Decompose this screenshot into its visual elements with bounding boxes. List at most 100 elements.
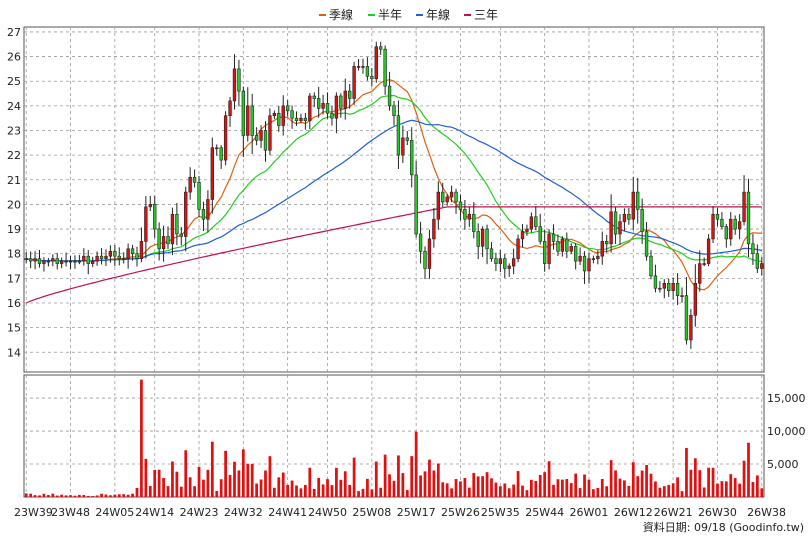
candle-body <box>241 90 246 136</box>
candle-body <box>161 236 166 250</box>
volume-bar <box>69 495 72 497</box>
volume-bar <box>529 479 533 497</box>
volume-bar <box>405 490 409 497</box>
candle-body <box>503 258 507 269</box>
candle-body <box>511 258 516 267</box>
time-tick-label: 26W12 <box>614 506 653 519</box>
grid <box>24 27 764 497</box>
legend-label-year: 年線 <box>426 7 450 22</box>
volume-bar <box>649 473 653 497</box>
candle-body <box>254 135 259 141</box>
candle-body <box>383 48 387 87</box>
candle-body <box>308 95 312 121</box>
candle-body <box>542 241 547 264</box>
volume-bar <box>361 488 365 497</box>
candle-body <box>77 260 82 263</box>
candle-body <box>59 260 64 264</box>
price-tick-label: 25 <box>7 75 21 88</box>
candle-body <box>135 253 139 259</box>
candle-body <box>698 263 702 284</box>
candle-body <box>684 295 689 341</box>
candle-body <box>166 236 170 245</box>
candle-body <box>130 248 135 255</box>
candle-body <box>321 103 325 109</box>
candle-body <box>706 238 711 264</box>
candle-body <box>370 75 374 80</box>
volume-bar <box>148 485 152 497</box>
candle-body <box>445 196 449 203</box>
candle-body <box>250 105 254 136</box>
candle-body <box>724 226 729 240</box>
candle-body <box>108 250 113 257</box>
candle-body <box>188 177 192 193</box>
volume-bar <box>241 449 245 497</box>
candle-body <box>569 246 573 252</box>
volume-bar <box>352 457 356 497</box>
candle-body <box>237 68 241 92</box>
volume-bar <box>224 450 227 497</box>
volume-bar <box>246 463 250 497</box>
volume-bar <box>547 461 551 497</box>
volume-bar <box>561 479 564 497</box>
volume-bar <box>272 487 276 497</box>
volume-bar <box>215 490 219 497</box>
volume-bar <box>357 491 360 497</box>
candle-body <box>467 213 472 220</box>
candle-body <box>551 233 556 242</box>
volume-bar <box>166 486 170 497</box>
volume-bar <box>596 487 600 497</box>
volume-bar <box>193 486 196 497</box>
volume-bar <box>685 447 688 497</box>
candle-body <box>210 147 214 200</box>
candle-body <box>330 112 334 119</box>
volume-bar <box>100 493 103 497</box>
price-tick-label: 26 <box>7 51 21 64</box>
volume-bar <box>459 481 462 497</box>
candle-body <box>644 231 649 257</box>
volume-bar <box>392 480 396 497</box>
volume-bar <box>423 471 427 497</box>
candle-body <box>281 105 285 126</box>
candle-body <box>507 265 511 269</box>
volume-bar <box>113 494 117 497</box>
candle-body <box>711 213 715 240</box>
volume-bar <box>516 471 520 497</box>
candle-body <box>170 213 175 245</box>
time-tick-label: 25W08 <box>352 506 391 519</box>
candle-body <box>618 221 622 235</box>
candle-body <box>436 191 440 220</box>
volume-bar <box>140 379 143 497</box>
volume-bar <box>135 487 139 497</box>
candle-body <box>175 213 179 235</box>
candle-body <box>755 253 760 269</box>
volume-bar <box>321 484 325 497</box>
volume-bar <box>574 473 578 497</box>
candle-body <box>46 260 51 263</box>
volume-bar <box>233 461 236 497</box>
volume-bar <box>210 441 214 497</box>
volume-bar <box>153 469 157 497</box>
volume-bar <box>618 478 622 497</box>
candle-body <box>476 231 480 247</box>
time-tick-label: 26W01 <box>570 506 609 519</box>
price-tick-label: 19 <box>7 223 21 236</box>
volume-bar <box>702 487 706 497</box>
data-date-footer: 資料日期: 09/18 (Goodinfo.tw) <box>643 520 804 534</box>
candle-body <box>184 191 188 237</box>
candle-body <box>379 46 383 50</box>
time-tick-label: 26W21 <box>654 506 693 519</box>
candle-body <box>671 282 675 291</box>
price-tick-label: 27 <box>7 26 21 39</box>
candle-body <box>720 218 724 227</box>
candle-body <box>480 228 485 247</box>
volume-bar <box>472 472 476 497</box>
volume-bar <box>82 494 86 497</box>
candles <box>24 41 764 349</box>
volume-bar <box>481 476 484 497</box>
volume-bar <box>671 483 675 497</box>
candle-body <box>640 209 644 232</box>
candle-body <box>73 260 77 263</box>
price-tick-label: 22 <box>7 149 21 162</box>
candle-body <box>325 103 330 114</box>
